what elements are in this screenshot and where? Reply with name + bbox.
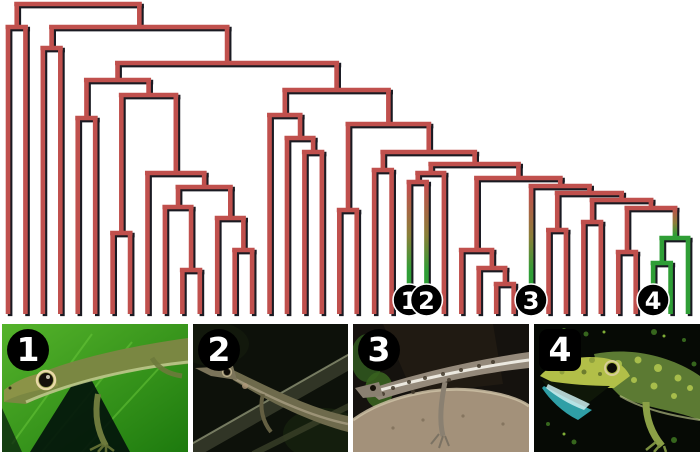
photo-panel-3: 3 xyxy=(353,324,529,452)
photo-panel-1: 1 xyxy=(2,324,188,452)
svg-text:4: 4 xyxy=(645,287,662,315)
photo-label-2: 2 xyxy=(198,329,240,371)
lizard-photo-3 xyxy=(353,324,529,452)
photo-panel-2: 2 xyxy=(193,324,348,452)
tree-marker-2: 2 xyxy=(409,283,444,317)
tree-marker-3: 3 xyxy=(514,283,548,317)
tree-branches xyxy=(5,1,691,314)
photo-panel-4: 4 xyxy=(534,324,700,452)
svg-text:3: 3 xyxy=(523,287,540,315)
svg-text:2: 2 xyxy=(418,287,435,315)
tree-marker-4: 4 xyxy=(636,283,670,317)
photo-label-1: 1 xyxy=(7,329,49,371)
photo-label-3: 3 xyxy=(358,329,400,371)
photo-strip: 1 2 xyxy=(0,324,700,452)
photo-label-4: 4 xyxy=(539,329,581,371)
